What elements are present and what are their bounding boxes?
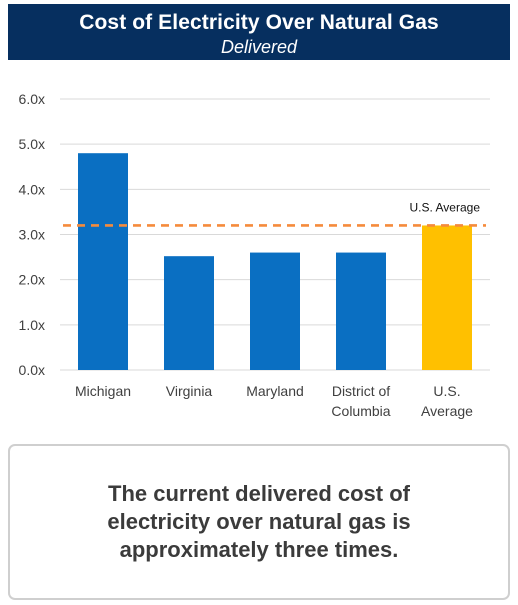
us-average-label: U.S. Average [410, 200, 481, 214]
bar [164, 256, 214, 370]
x-tick-label: Maryland [246, 383, 304, 399]
chart-subtitle: Delivered [220, 37, 298, 57]
y-axis: 0.0x 1.0x 2.0x 3.0x 4.0x 5.0x 6.0x [19, 91, 45, 378]
y-tick-label: 0.0x [19, 362, 45, 378]
chart-header: Cost of Electricity Over Natural Gas Del… [8, 4, 510, 60]
bar [336, 252, 386, 370]
y-tick-label: 6.0x [19, 91, 45, 107]
x-axis: Michigan Virginia Maryland District of Colum… [75, 383, 473, 419]
bar [250, 252, 300, 370]
y-tick-label: 1.0x [19, 317, 45, 333]
bar [78, 153, 128, 370]
x-tick-label: Virginia [166, 383, 213, 399]
y-tick-label: 4.0x [19, 181, 45, 197]
y-tick-label: 3.0x [19, 227, 45, 243]
summary-callout: The current delivered cost of electricit… [8, 444, 510, 600]
x-tick-label: District of Columbia [331, 383, 390, 419]
y-tick-label: 2.0x [19, 272, 45, 288]
reference-line-group: U.S. Average [63, 200, 486, 227]
bar [422, 225, 472, 370]
bar-chart: 0.0x 1.0x 2.0x 3.0x 4.0x 5.0x 6.0x U.S. Averag… [19, 91, 490, 419]
bars [78, 153, 472, 370]
x-tick-label: Michigan [75, 383, 131, 399]
x-tick-label: U.S. Average [421, 383, 473, 419]
y-tick-label: 5.0x [19, 136, 45, 152]
chart-title: Cost of Electricity Over Natural Gas [79, 11, 439, 34]
summary-text: The current delivered cost of electricit… [107, 481, 411, 562]
